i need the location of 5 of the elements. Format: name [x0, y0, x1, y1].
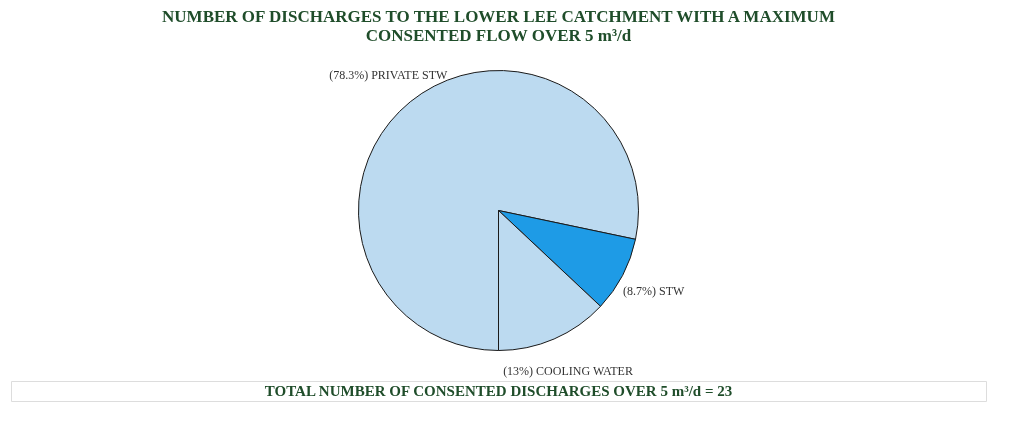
slice-label: (13%) COOLING WATER [503, 364, 633, 379]
slice-label: (78.3%) PRIVATE STW [329, 67, 448, 82]
chart-title: NUMBER OF DISCHARGES TO THE LOWER LEE CATCHMENT WITH A MAXIMUM CONSENTED FLOW OVER 5 m³/d [162, 7, 835, 45]
text: TOTAL NUMBER OF CONSENTED DISCHARGES OVER 5 m³/d = 23 [264, 383, 733, 399]
slice-label: (8.7%) STW [623, 284, 685, 299]
